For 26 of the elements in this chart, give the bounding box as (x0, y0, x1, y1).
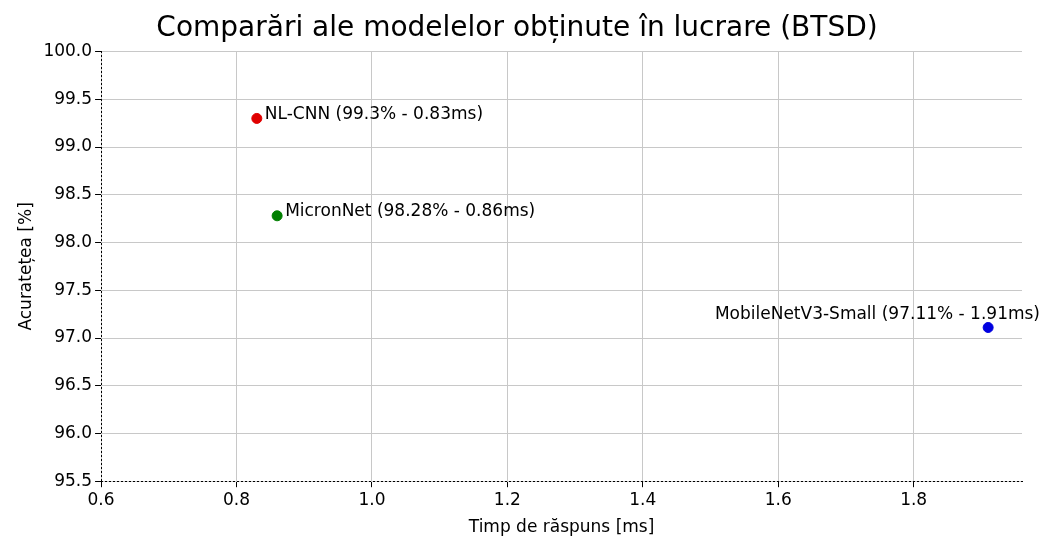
annotation: MicronNet (98.28% - 0.86ms) (285, 200, 536, 221)
chart-title: Comparări ale modelelor obținute în lucrare (BTSD) (156, 10, 878, 44)
point (271, 210, 283, 222)
x-tick-label: 1.2 (493, 488, 521, 509)
x-tick-label: 1.0 (358, 488, 386, 509)
y-tick-label: 96.0 (54, 421, 93, 442)
x-tick-label: 1.6 (764, 488, 792, 509)
y-tick-label: 99.5 (54, 87, 93, 108)
point (982, 322, 994, 333)
y-axis-title: Acuratețea [%] (14, 202, 35, 331)
y-tick-label: 97.5 (54, 278, 93, 299)
y-tick-label: 96.5 (54, 374, 93, 395)
x-tick-label: 1.8 (900, 488, 928, 509)
y-tick-label: 98.5 (54, 183, 93, 204)
y-tick-label: 100.0 (43, 40, 93, 61)
annotation: MobileNetV3-Small (97.11% - 1.91ms) (714, 302, 1040, 323)
x-tick-label: 1.4 (629, 488, 657, 509)
annotation: NL-CNN (99.3% - 0.83ms) (264, 102, 484, 123)
y-tick-label: 97.0 (54, 326, 93, 347)
point (251, 112, 263, 124)
x-axis-title: Timp de răspuns [ms] (467, 516, 655, 537)
y-tick-label: 98.0 (54, 230, 93, 251)
x-tick-label: 0.8 (222, 488, 251, 509)
y-tick-label: 99.0 (54, 135, 93, 156)
x-tick-label: 0.6 (87, 488, 115, 509)
y-tick-label: 95.5 (54, 469, 93, 490)
